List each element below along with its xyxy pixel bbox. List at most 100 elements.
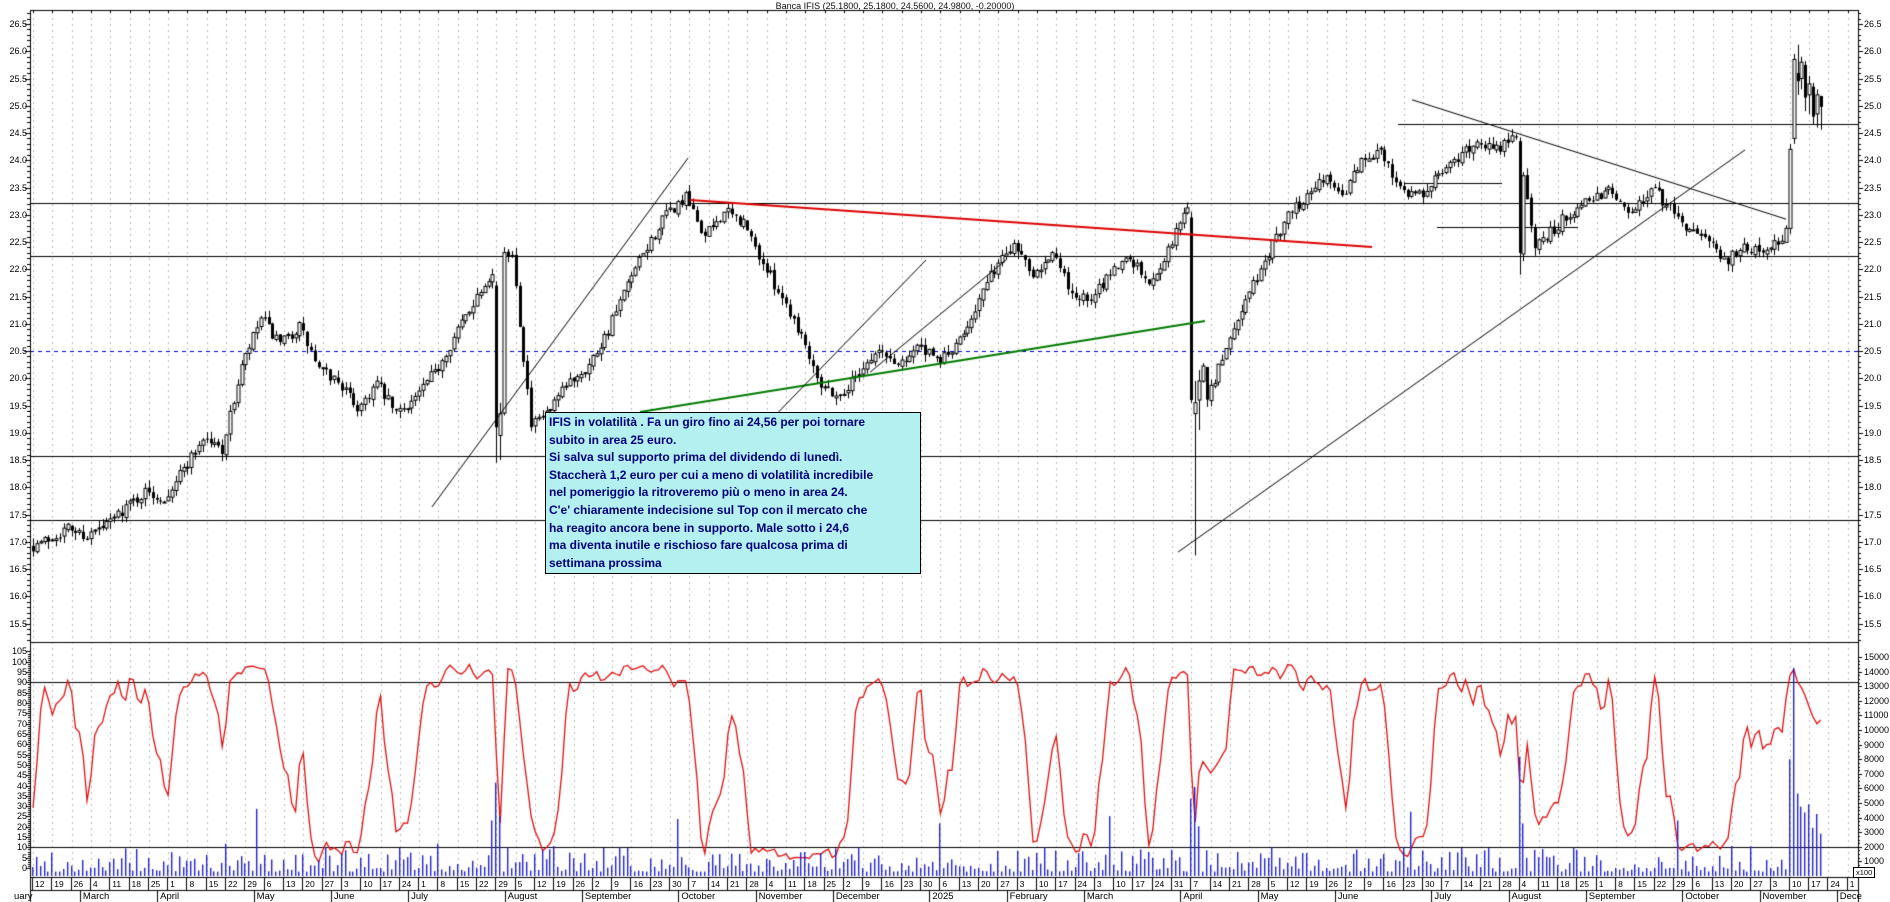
date-label: 17 [382, 879, 392, 889]
date-label: 2 [1347, 879, 1353, 889]
date-label: 15 [459, 879, 470, 889]
date-label: 27 [1000, 879, 1010, 889]
price-label-left: 19.0 [9, 427, 27, 438]
date-label: 24 [401, 879, 412, 889]
month-label: October [681, 891, 716, 902]
price-label-right: 17.0 [1864, 536, 1882, 547]
date-label: 6 [1695, 879, 1701, 889]
date-label: 29 [247, 879, 257, 889]
date-label: 17 [1058, 879, 1068, 889]
price-label-left: 18.0 [9, 482, 27, 493]
oscillator-label: 0 [21, 863, 27, 873]
month-label: September [584, 891, 632, 902]
date-label: 16 [884, 879, 894, 889]
date-label: 9 [1367, 879, 1372, 889]
volume-label: 9000 [1864, 739, 1885, 750]
date-label: 3 [1772, 879, 1778, 889]
price-label-right: 17.5 [1864, 509, 1882, 520]
volume-label: 4000 [1864, 812, 1885, 823]
date-label: 23 [652, 879, 663, 889]
price-label-left: 23.0 [9, 209, 27, 220]
date-label: 10 [1116, 879, 1126, 889]
date-label: 20 [980, 879, 991, 889]
date-label: 3 [1019, 879, 1025, 889]
chart-title: Banca IFIS (25.1800, 25.1800, 24.5600, 2… [775, 1, 1015, 11]
price-label-right: 20.0 [1864, 373, 1882, 384]
price-label-left: 17.5 [9, 509, 27, 520]
date-label: 11 [787, 879, 797, 889]
date-label: 10 [1791, 879, 1802, 889]
date-label: 3 [1096, 879, 1102, 889]
date-label: 2 [845, 879, 851, 889]
month-label: 2025 [932, 891, 954, 902]
price-label-right: 26.5 [1864, 19, 1882, 29]
date-label: 15 [208, 879, 219, 889]
date-label: 1 [1598, 879, 1604, 889]
price-label-left: 15.5 [9, 618, 27, 629]
date-label: 10 [363, 879, 373, 889]
date-label: 28 [749, 879, 759, 889]
date-label: 7 [1193, 879, 1199, 889]
price-label-left: 19.5 [9, 400, 27, 411]
oscillator-label: 60 [16, 739, 27, 750]
volume-label: 2000 [1864, 841, 1885, 852]
date-label: 19 [556, 879, 566, 889]
price-label-left: 20.0 [9, 373, 27, 384]
oscillator-label: 90 [16, 677, 27, 688]
oscillator-label: 15 [16, 832, 27, 843]
price-label-right: 23.5 [1864, 182, 1882, 193]
price-label-right: 16.5 [1864, 564, 1882, 574]
month-label: March [1086, 891, 1114, 902]
price-label-left: 25.0 [9, 100, 27, 111]
price-label-left: 16.0 [9, 591, 27, 602]
date-label: 25 [1579, 879, 1589, 889]
date-label: 1 [421, 879, 426, 889]
month-label: December [835, 891, 880, 902]
month-label: August [1511, 891, 1542, 902]
price-label-right: 26.0 [1864, 46, 1882, 57]
price-label-right: 18.0 [1864, 482, 1882, 493]
price-label-left: 26.5 [9, 19, 27, 29]
date-label: 10 [1038, 879, 1049, 889]
date-label: 27 [324, 879, 335, 889]
annotation-note[interactable]: IFIS in volatilità . Fa un giro fino ai … [545, 412, 921, 574]
date-label: 8 [1618, 879, 1623, 889]
date-label: 12 [536, 879, 547, 889]
date-label: 30 [672, 879, 682, 889]
price-label-right: 25.0 [1864, 100, 1882, 111]
volume-label: 1000 [1864, 856, 1885, 867]
oscillator-label: 75 [16, 708, 27, 719]
date-label: 14 [710, 879, 721, 889]
month-label: April [160, 891, 180, 902]
date-label: 5 [517, 879, 523, 889]
date-label: 15 [1637, 879, 1647, 889]
price-label-right: 15.5 [1864, 618, 1882, 629]
date-label: 28 [1251, 879, 1261, 889]
date-label: 7 [1444, 879, 1450, 889]
date-label: 17 [1811, 879, 1821, 889]
price-label-left: 16.5 [9, 564, 27, 574]
price-label-right: 19.0 [1864, 427, 1882, 438]
date-label: 18 [1560, 879, 1570, 889]
volume-label: 6000 [1864, 783, 1885, 794]
month-label: May [1260, 891, 1279, 902]
date-label: 24 [1077, 879, 1087, 889]
month-label: February [1009, 891, 1048, 902]
month-label: uary [14, 891, 33, 902]
date-label: 20 [305, 879, 315, 889]
date-label: 13 [1714, 879, 1725, 889]
volume-label: 10000 [1864, 725, 1890, 735]
oscillator-label: 95 [16, 667, 27, 678]
price-label-right: 22.5 [1864, 237, 1882, 247]
date-label: 24 [1830, 879, 1840, 889]
date-label: 26 [575, 879, 586, 889]
date-label: 20 [1733, 879, 1744, 889]
price-label-right: 24.5 [1864, 128, 1882, 138]
price-label-left: 22.5 [9, 237, 27, 247]
date-label: 16 [633, 879, 643, 889]
oscillator-label: 40 [16, 780, 27, 791]
price-label-right: 24.0 [1864, 155, 1882, 166]
oscillator-label: 45 [16, 770, 27, 781]
volume-multiplier-label: x100 [1853, 867, 1876, 878]
